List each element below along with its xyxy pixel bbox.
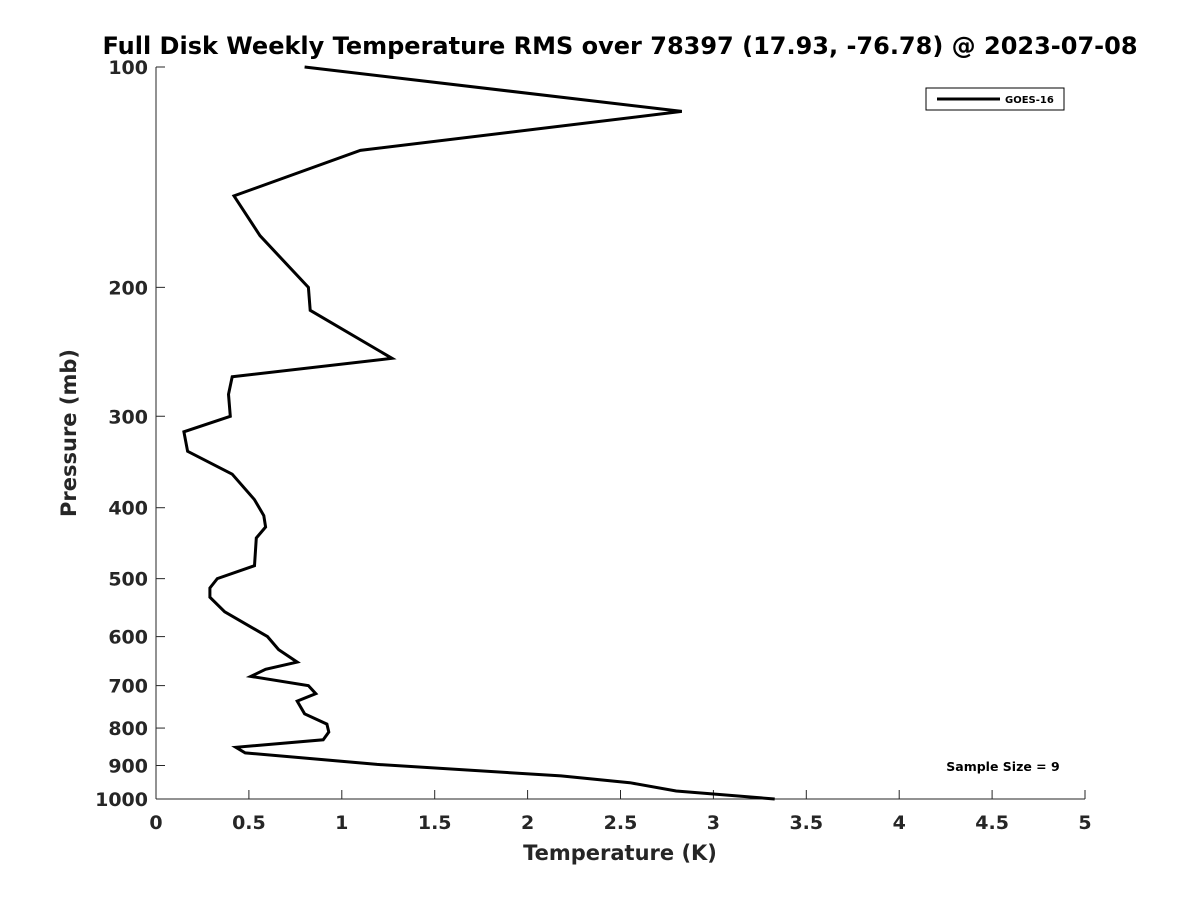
y-axis-label: Pressure (mb) <box>57 349 81 517</box>
y-tick-label: 400 <box>108 498 148 520</box>
y-tick-label: 500 <box>108 569 148 591</box>
x-axis-ticks: 0 0.5 1 1.5 2 2.5 3 3.5 4 4.5 5 <box>149 790 1092 834</box>
x-tick-label: 2.5 <box>604 812 638 834</box>
y-tick-label: 300 <box>108 406 148 428</box>
legend: GOES-16 <box>925 87 1065 111</box>
x-tick-label: 4.5 <box>975 812 1009 834</box>
chart-title: Full Disk Weekly Temperature RMS over 78… <box>102 32 1137 60</box>
y-tick-label: 800 <box>108 718 148 740</box>
y-tick-label: 200 <box>108 277 148 299</box>
x-tick-label: 2 <box>521 812 534 834</box>
x-tick-label: 3 <box>707 812 720 834</box>
x-tick-label: 1.5 <box>418 812 452 834</box>
x-tick-label: 0.5 <box>232 812 266 834</box>
x-axis-label: Temperature (K) <box>523 841 717 865</box>
x-tick-label: 5 <box>1078 812 1091 834</box>
y-tick-label: 1000 <box>95 789 148 811</box>
x-tick-label: 0 <box>149 812 162 834</box>
series-line-goes16 <box>182 65 775 801</box>
legend-label: GOES-16 <box>1005 95 1054 106</box>
x-tick-label: 4 <box>893 812 906 834</box>
x-tick-label: 1 <box>335 812 348 834</box>
y-tick-label: 600 <box>108 627 148 649</box>
x-tick-label: 3.5 <box>789 812 823 834</box>
y-tick-label: 900 <box>108 756 148 778</box>
sample-size-annotation: Sample Size = 9 <box>946 759 1059 774</box>
y-tick-label: 700 <box>108 676 148 698</box>
y-tick-label: 100 <box>108 57 148 79</box>
y-axis-ticks: 100 200 300 400 500 600 700 800 900 1000 <box>95 57 165 811</box>
